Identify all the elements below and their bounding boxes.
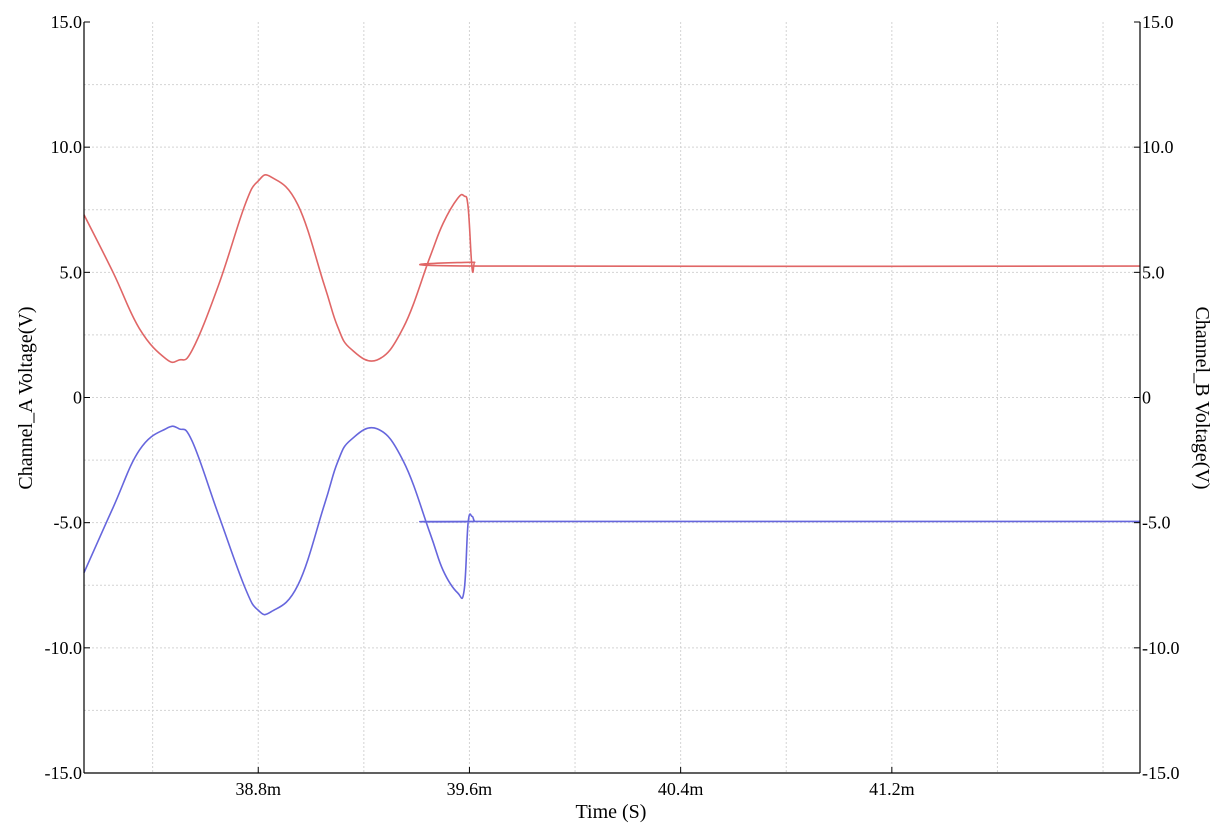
- left-y-tick-label: 15.0: [51, 12, 83, 32]
- left-y-tick-label: 0: [73, 388, 82, 408]
- right-y-tick-label: 10.0: [1142, 137, 1174, 157]
- left-axis-title: Channel_A Voltage(V): [15, 306, 37, 489]
- right-y-tick-label: 0: [1142, 388, 1151, 408]
- left-y-tick-label: 10.0: [51, 137, 83, 157]
- x-tick-label: 39.6m: [447, 779, 493, 799]
- right-y-tick-label: -15.0: [1142, 763, 1180, 783]
- left-y-tick-label: 5.0: [60, 262, 83, 282]
- right-axis-title: Channel_B Voltage(V): [1191, 306, 1213, 489]
- left-y-tick-label: -15.0: [45, 763, 83, 783]
- series-2-line: [83, 425, 1140, 616]
- x-tick-label: 41.2m: [869, 779, 915, 799]
- left-y-tick-label: -10.0: [45, 638, 83, 658]
- x-tick-label: 38.8m: [235, 779, 281, 799]
- right-y-tick-label: 5.0: [1142, 262, 1165, 282]
- x-axis-title: Time (S): [576, 801, 647, 823]
- series-1-line: [83, 174, 1141, 364]
- grid: [84, 22, 1140, 773]
- x-tick-label: 40.4m: [658, 779, 704, 799]
- traces: [83, 174, 1141, 616]
- right-y-tick-label: 15.0: [1142, 12, 1174, 32]
- right-y-tick-label: -5.0: [1142, 513, 1171, 533]
- left-y-tick-label: -5.0: [54, 513, 83, 533]
- ticks: 38.8m 39.6m 40.4m 41.2m -15.0 -15.0 -10.0 -10.0…: [45, 12, 1180, 799]
- right-y-tick-label: -10.0: [1142, 638, 1180, 658]
